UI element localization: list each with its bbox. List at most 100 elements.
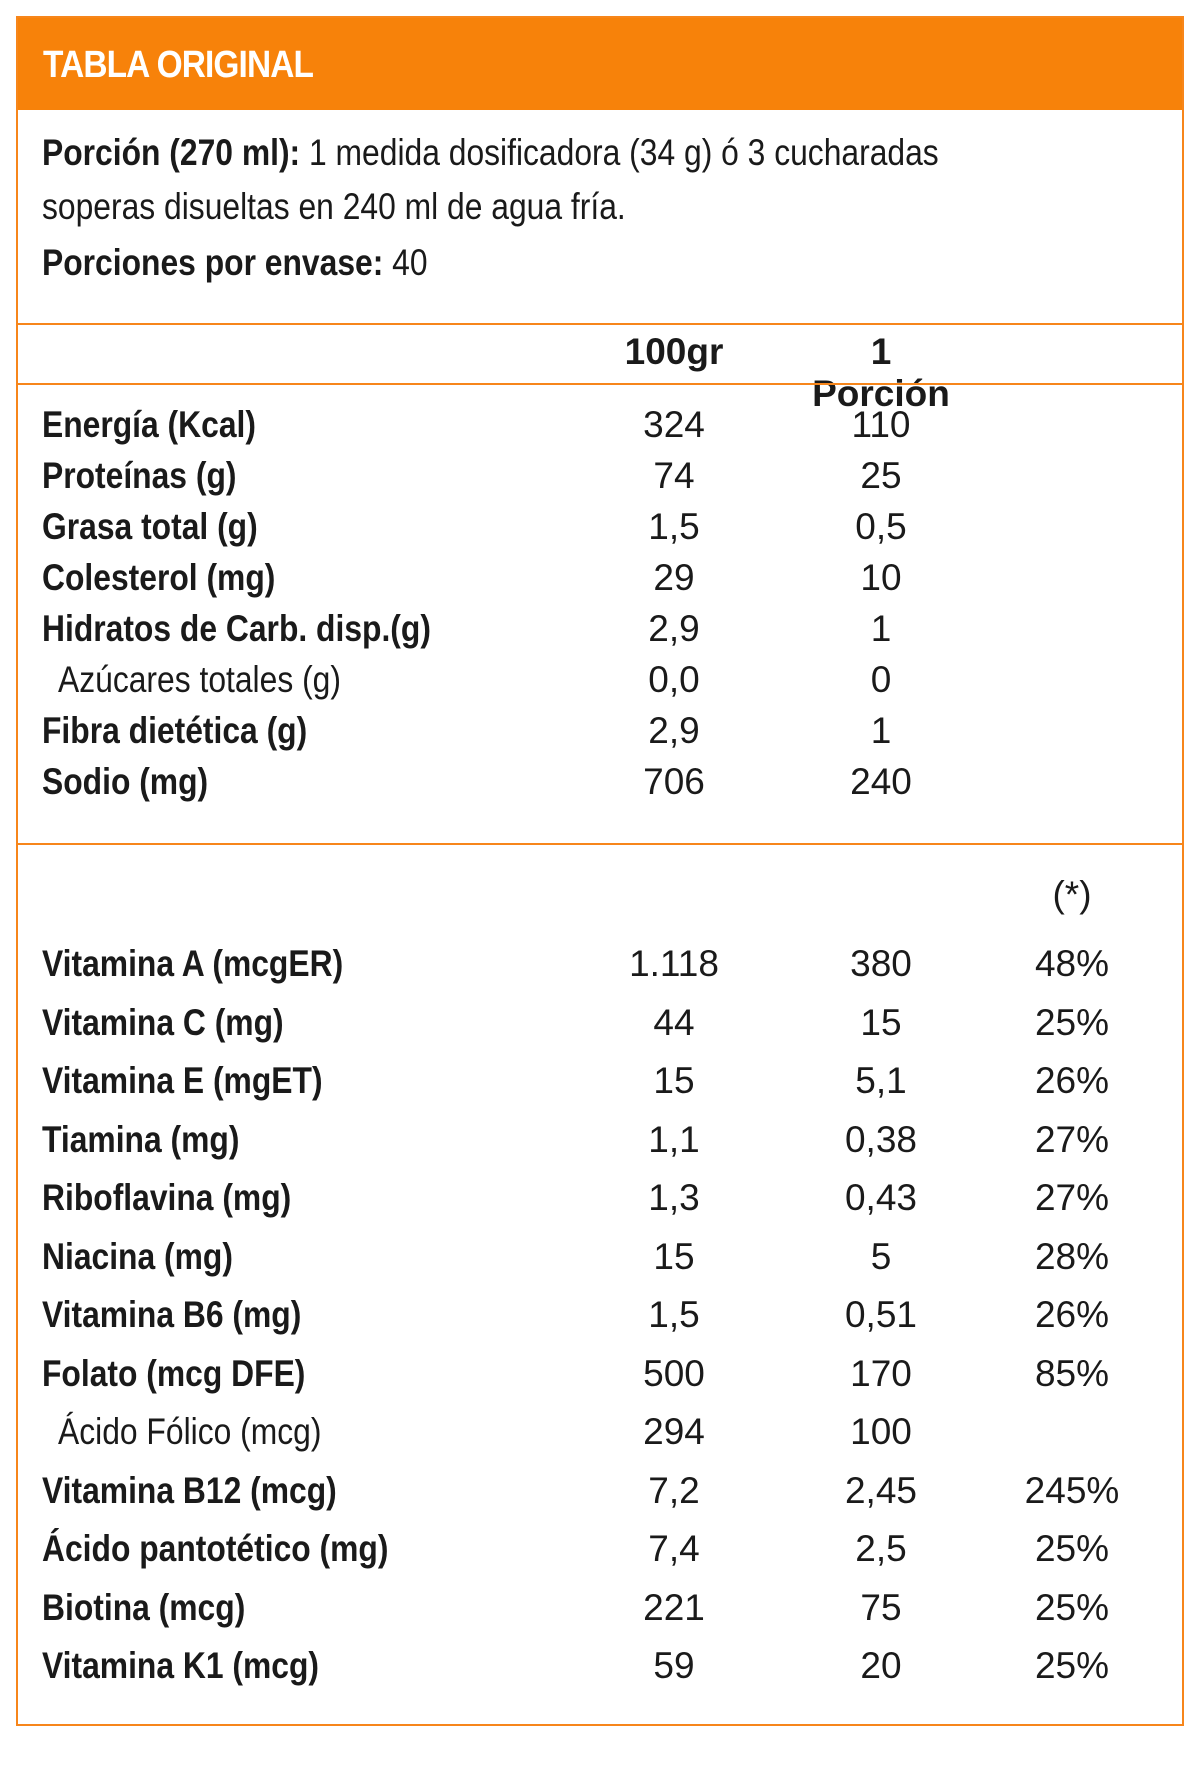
value-portion: 0,51	[844, 1294, 917, 1335]
table-row: Vitamina A (mcgER) 1.118 380 48%	[18, 943, 1182, 993]
table-row: Vitamina B12 (mcg) 7,2 2,45 245%	[18, 1470, 1182, 1520]
value-daily-percent: 25%	[1034, 1645, 1110, 1686]
value-daily-percent: 245%	[1024, 1469, 1120, 1511]
value-daily-percent: 26%	[1034, 1294, 1110, 1335]
table-row: Grasa total (g) 1,5 0,5	[18, 506, 1182, 556]
table-row: Vitamina E (mgET) 15 5,1 26%	[18, 1060, 1182, 1110]
value-portion: 1	[870, 608, 892, 649]
nutrient-label: Riboflavina (mg)	[42, 1177, 292, 1218]
column-header-row: 100gr 1 Porción	[18, 331, 1182, 414]
table-row: Sodio (mg) 706 240	[18, 761, 1182, 811]
table-row: Vitamina K1 (mcg) 59 20 25%	[18, 1645, 1182, 1695]
table-row: Biotina (mcg) 221 75 25%	[18, 1587, 1182, 1637]
value-portion: 75	[860, 1586, 902, 1628]
value-daily-percent: 27%	[1034, 1118, 1110, 1160]
table-row: Fibra dietética (g) 2,9 1	[18, 710, 1182, 760]
value-daily-percent: 25%	[1034, 1528, 1110, 1569]
nutrient-label: Sodio (mg)	[42, 761, 209, 802]
nutrient-label: Vitamina E (mgET)	[42, 1060, 323, 1101]
divider	[18, 843, 1182, 845]
table-row: Hidratos de Carb. disp.(g) 2,9 1	[18, 608, 1182, 658]
nutrient-label: Hidratos de Carb. disp.(g)	[42, 608, 431, 649]
servings-per-container: Porciones por envase: 40	[42, 242, 428, 284]
nutrient-label: Energía (Kcal)	[42, 404, 256, 445]
nutrient-label: Grasa total (g)	[42, 506, 258, 547]
table-row: Tiamina (mg) 1,1 0,38 27%	[18, 1119, 1182, 1169]
value-daily-percent: 28%	[1034, 1235, 1110, 1277]
value-portion: 20	[860, 1645, 902, 1686]
nutrient-label: Colesterol (mg)	[42, 557, 276, 598]
nutrient-label: Vitamina A (mcgER)	[42, 943, 344, 984]
table-row: Proteínas (g) 74 25	[18, 455, 1182, 505]
table-header: TABLA ORIGINAL	[18, 18, 1182, 110]
value-100gr: 706	[643, 761, 705, 802]
value-portion: 15	[860, 1001, 902, 1043]
value-daily-percent: 48%	[1034, 943, 1110, 984]
table-row: Folato (mcg DFE) 500 170 85%	[18, 1353, 1182, 1403]
table-row: Niacina (mg) 15 5 28%	[18, 1236, 1182, 1286]
nutrient-label: Biotina (mcg)	[42, 1586, 246, 1628]
nutrient-label: Vitamina B12 (mcg)	[42, 1469, 337, 1511]
nutrient-label: Fibra dietética (g)	[42, 710, 308, 751]
value-portion: 100	[850, 1411, 912, 1452]
value-100gr: 1,5	[648, 506, 700, 547]
value-100gr: 74	[653, 455, 695, 496]
value-100gr: 44	[653, 1001, 695, 1043]
value-portion: 25	[860, 455, 902, 496]
value-100gr: 7,2	[648, 1469, 700, 1511]
value-portion: 0	[870, 659, 892, 700]
nutrient-label: Proteínas (g)	[42, 455, 237, 496]
nutrient-label: Niacina (mg)	[42, 1235, 233, 1277]
value-100gr: 1,3	[648, 1177, 700, 1218]
nutrient-label: Tiamina (mg)	[42, 1118, 240, 1160]
value-portion: 0,5	[855, 506, 907, 547]
value-100gr: 294	[643, 1411, 705, 1452]
table-row: Riboflavina (mg) 1,3 0,43 27%	[18, 1177, 1182, 1227]
value-portion: 240	[850, 761, 912, 802]
value-portion: 2,5	[855, 1528, 907, 1569]
value-100gr: 2,9	[648, 710, 700, 751]
value-portion: 2,45	[844, 1469, 917, 1511]
nutrient-label: Ácido Fólico (mcg)	[58, 1411, 322, 1452]
value-daily-percent: 25%	[1034, 1586, 1110, 1628]
value-portion: 10	[860, 557, 902, 598]
value-portion: 1	[870, 710, 892, 751]
nutrient-label: Vitamina K1 (mcg)	[42, 1645, 320, 1686]
per-container-label: Porciones por envase:	[42, 242, 384, 283]
nutrient-label: Vitamina C (mg)	[42, 1001, 284, 1043]
value-100gr: 59	[653, 1645, 695, 1686]
value-daily-percent: 27%	[1034, 1177, 1110, 1218]
nutrient-label: Azúcares totales (g)	[58, 659, 341, 700]
value-daily-percent: 26%	[1034, 1060, 1110, 1101]
divider	[18, 323, 1182, 325]
value-100gr: 221	[643, 1586, 705, 1628]
value-portion: 0,43	[844, 1177, 917, 1218]
table-title: TABLA ORIGINAL	[43, 44, 314, 86]
value-portion: 5,1	[855, 1060, 907, 1101]
value-100gr: 29	[653, 557, 695, 598]
value-portion: 110	[851, 404, 911, 445]
value-100gr: 1,5	[648, 1294, 700, 1335]
value-100gr: 2,9	[648, 608, 700, 649]
serving-text-2: soperas disueltas en 240 ml de agua fría…	[42, 186, 626, 227]
column-100gr: 100gr	[624, 331, 724, 372]
value-portion: 170	[850, 1352, 912, 1394]
serving-label: Porción (270 ml):	[42, 132, 301, 173]
value-100gr: 1.118	[629, 943, 719, 984]
nutrient-label: Vitamina B6 (mg)	[42, 1294, 302, 1335]
per-container-value: 40	[392, 242, 428, 283]
nutrition-table: TABLA ORIGINAL Porción (270 ml): 1 medid…	[16, 16, 1184, 1726]
serving-text-1: 1 medida dosificadora (34 g) ó 3 cuchara…	[309, 132, 939, 173]
column-portion: 1 Porción	[812, 331, 950, 414]
table-row: Colesterol (mg) 29 10	[18, 557, 1182, 607]
table-row: Ácido pantotético (mg) 7,4 2,5 25%	[18, 1528, 1182, 1578]
table-row: Energía (Kcal) 324 110	[18, 404, 1182, 454]
value-100gr: 500	[643, 1352, 705, 1394]
value-100gr: 0,0	[648, 659, 700, 700]
value-portion: 0,38	[844, 1118, 917, 1160]
value-daily-percent: 85%	[1034, 1352, 1110, 1394]
dv-note-row: (*)	[18, 874, 1182, 924]
table-row: Vitamina B6 (mg) 1,5 0,51 26%	[18, 1294, 1182, 1344]
table-row: Azúcares totales (g) 0,0 0	[18, 659, 1182, 709]
divider	[18, 383, 1182, 385]
